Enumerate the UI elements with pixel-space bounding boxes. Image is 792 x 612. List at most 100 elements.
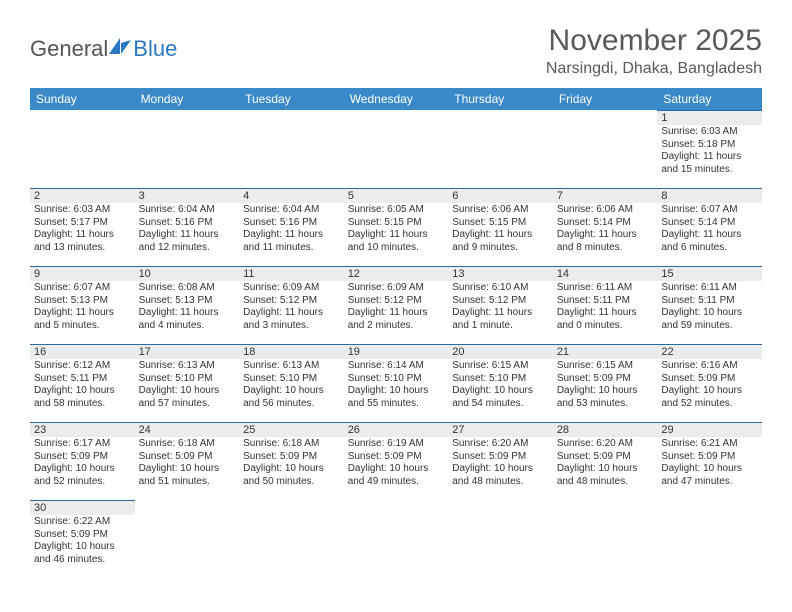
sunset: Sunset: 5:09 PM xyxy=(661,373,758,386)
sunrise-label: Sunrise: xyxy=(348,204,387,215)
daylight: Daylight: 11 hours and 3 minutes. xyxy=(243,307,340,332)
daylight: Daylight: 10 hours and 53 minutes. xyxy=(557,385,654,410)
sunset: Sunset: 5:10 PM xyxy=(243,373,340,386)
sunrise-value: 6:18 AM xyxy=(283,438,320,449)
daylight: Daylight: 11 hours and 4 minutes. xyxy=(139,307,236,332)
sunset-label: Sunset: xyxy=(348,295,385,306)
calendar-cell: 17Sunrise: 6:13 AMSunset: 5:10 PMDayligh… xyxy=(135,344,240,422)
sunset-label: Sunset: xyxy=(243,295,280,306)
day-number: 16 xyxy=(30,344,135,359)
daylight-label: Daylight: xyxy=(139,385,181,396)
sunrise: Sunrise: 6:13 AM xyxy=(139,360,236,373)
sunset-value: 5:17 PM xyxy=(71,217,108,228)
sunset-label: Sunset: xyxy=(139,295,176,306)
day-body: Sunrise: 6:17 AMSunset: 5:09 PMDaylight:… xyxy=(30,437,135,490)
sunrise-label: Sunrise: xyxy=(139,360,178,371)
sunset: Sunset: 5:09 PM xyxy=(452,451,549,464)
sunset: Sunset: 5:15 PM xyxy=(348,217,445,230)
sunset: Sunset: 5:10 PM xyxy=(139,373,236,386)
sunset: Sunset: 5:11 PM xyxy=(661,295,758,308)
sunrise-value: 6:14 AM xyxy=(387,360,424,371)
sunset-value: 5:13 PM xyxy=(71,295,108,306)
sunrise-label: Sunrise: xyxy=(34,516,73,527)
sunset-value: 5:14 PM xyxy=(594,217,631,228)
sunset-value: 5:09 PM xyxy=(71,529,108,540)
calendar-cell-empty xyxy=(553,110,658,188)
daylight-label: Daylight: xyxy=(661,463,703,474)
daylight-label: Daylight: xyxy=(34,463,76,474)
daylight: Daylight: 11 hours and 11 minutes. xyxy=(243,229,340,254)
sunrise: Sunrise: 6:22 AM xyxy=(34,516,131,529)
daylight-label: Daylight: xyxy=(557,307,599,318)
sunset: Sunset: 5:14 PM xyxy=(661,217,758,230)
daylight: Daylight: 11 hours and 1 minute. xyxy=(452,307,549,332)
sunrise: Sunrise: 6:19 AM xyxy=(348,438,445,451)
calendar-cell-empty xyxy=(239,110,344,188)
sunrise-value: 6:20 AM xyxy=(596,438,633,449)
sunrise-label: Sunrise: xyxy=(661,204,700,215)
daylight-label: Daylight: xyxy=(661,229,703,240)
location: Narsingdi, Dhaka, Bangladesh xyxy=(546,60,762,78)
sunrise-value: 6:07 AM xyxy=(701,204,738,215)
calendar-row: 30Sunrise: 6:22 AMSunset: 5:09 PMDayligh… xyxy=(30,500,762,578)
calendar-cell-empty xyxy=(344,500,449,578)
day-body: Sunrise: 6:13 AMSunset: 5:10 PMDaylight:… xyxy=(135,359,240,412)
calendar-table: SundayMondayTuesdayWednesdayThursdayFrid… xyxy=(30,88,762,578)
daylight-label: Daylight: xyxy=(452,463,494,474)
daylight-label: Daylight: xyxy=(243,307,285,318)
sunset-value: 5:09 PM xyxy=(698,451,735,462)
sunset: Sunset: 5:09 PM xyxy=(34,529,131,542)
calendar-row: 9Sunrise: 6:07 AMSunset: 5:13 PMDaylight… xyxy=(30,266,762,344)
day-number: 4 xyxy=(239,188,344,203)
sunrise: Sunrise: 6:04 AM xyxy=(243,204,340,217)
sunrise-value: 6:15 AM xyxy=(492,360,529,371)
sunrise-label: Sunrise: xyxy=(139,282,178,293)
sunrise: Sunrise: 6:06 AM xyxy=(452,204,549,217)
day-number: 25 xyxy=(239,422,344,437)
daylight-label: Daylight: xyxy=(243,229,285,240)
sunset-value: 5:12 PM xyxy=(280,295,317,306)
daylight-label: Daylight: xyxy=(348,307,390,318)
sunrise: Sunrise: 6:15 AM xyxy=(557,360,654,373)
day-number: 23 xyxy=(30,422,135,437)
sunrise-label: Sunrise: xyxy=(243,204,282,215)
calendar-cell: 1Sunrise: 6:03 AMSunset: 5:18 PMDaylight… xyxy=(657,110,762,188)
day-number: 7 xyxy=(553,188,658,203)
daylight: Daylight: 10 hours and 47 minutes. xyxy=(661,463,758,488)
day-number: 9 xyxy=(30,266,135,281)
daylight: Daylight: 11 hours and 5 minutes. xyxy=(34,307,131,332)
sunset: Sunset: 5:12 PM xyxy=(348,295,445,308)
calendar-cell: 24Sunrise: 6:18 AMSunset: 5:09 PMDayligh… xyxy=(135,422,240,500)
sunset-label: Sunset: xyxy=(661,295,698,306)
month-title: November 2025 xyxy=(546,24,762,58)
sunrise-label: Sunrise: xyxy=(348,438,387,449)
daylight-label: Daylight: xyxy=(557,229,599,240)
sunset-label: Sunset: xyxy=(661,217,698,228)
day-number: 29 xyxy=(657,422,762,437)
sunset-label: Sunset: xyxy=(452,295,489,306)
daylight-label: Daylight: xyxy=(348,463,390,474)
day-number: 13 xyxy=(448,266,553,281)
sunset-value: 5:09 PM xyxy=(489,451,526,462)
sunset: Sunset: 5:16 PM xyxy=(139,217,236,230)
day-body: Sunrise: 6:11 AMSunset: 5:11 PMDaylight:… xyxy=(657,281,762,334)
sunset-label: Sunset: xyxy=(661,139,698,150)
day-body: Sunrise: 6:11 AMSunset: 5:11 PMDaylight:… xyxy=(553,281,658,334)
sunrise-value: 6:09 AM xyxy=(283,282,320,293)
sunset-value: 5:10 PM xyxy=(175,373,212,384)
sunrise: Sunrise: 6:12 AM xyxy=(34,360,131,373)
day-number: 10 xyxy=(135,266,240,281)
daylight: Daylight: 10 hours and 52 minutes. xyxy=(34,463,131,488)
calendar-cell: 28Sunrise: 6:20 AMSunset: 5:09 PMDayligh… xyxy=(553,422,658,500)
sunrise-value: 6:13 AM xyxy=(283,360,320,371)
day-number: 12 xyxy=(344,266,449,281)
weekday-header: Thursday xyxy=(448,88,553,110)
daylight: Daylight: 10 hours and 48 minutes. xyxy=(557,463,654,488)
sunset-value: 5:11 PM xyxy=(698,295,735,306)
calendar-cell: 7Sunrise: 6:06 AMSunset: 5:14 PMDaylight… xyxy=(553,188,658,266)
sunset-value: 5:09 PM xyxy=(384,451,421,462)
calendar-cell: 9Sunrise: 6:07 AMSunset: 5:13 PMDaylight… xyxy=(30,266,135,344)
sunset-label: Sunset: xyxy=(34,295,71,306)
day-body: Sunrise: 6:09 AMSunset: 5:12 PMDaylight:… xyxy=(239,281,344,334)
sunset-label: Sunset: xyxy=(34,373,71,384)
